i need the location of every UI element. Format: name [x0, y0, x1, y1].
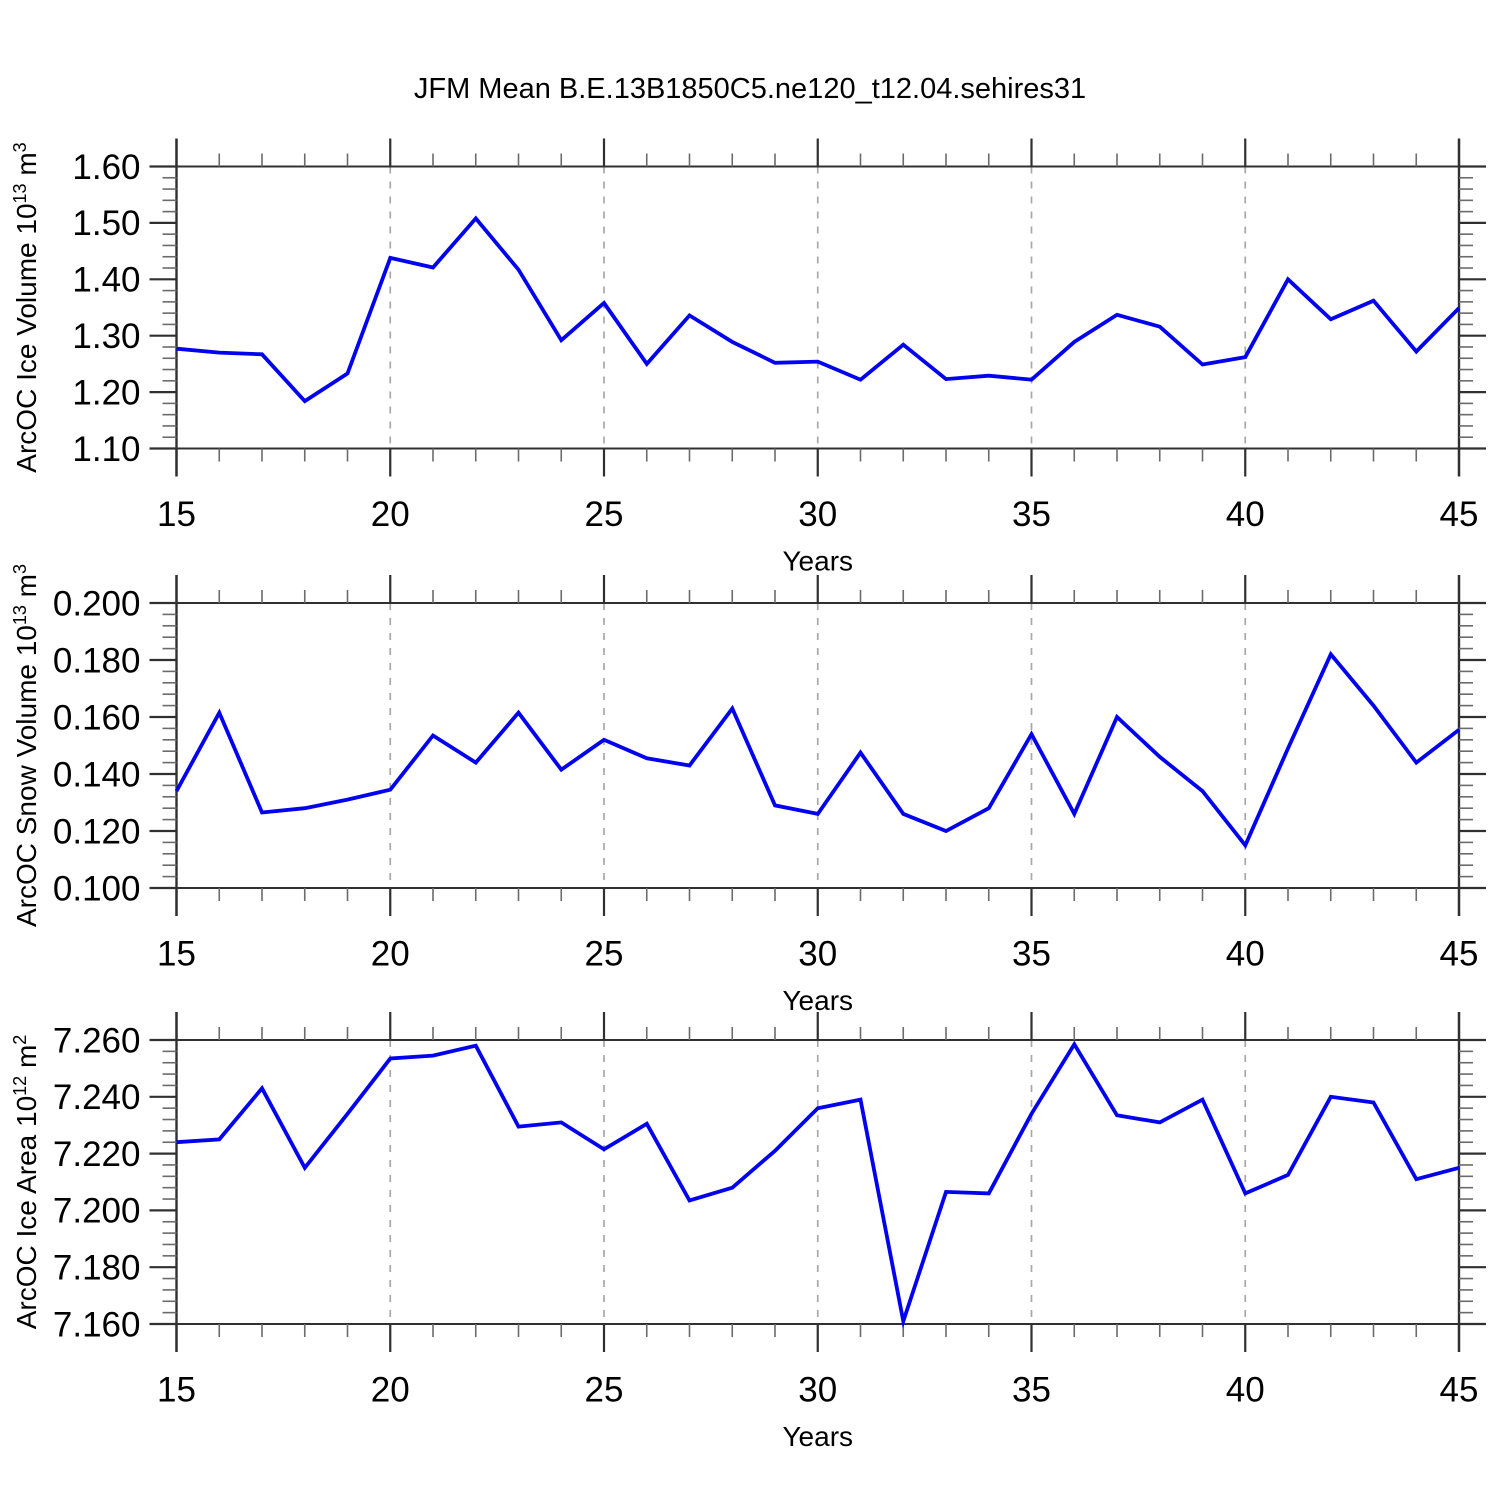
- x-axis-label: Years: [782, 1421, 853, 1452]
- y-tick-label: 1.50: [72, 204, 140, 243]
- y-tick-label: 7.160: [53, 1305, 141, 1344]
- series-line-ice-area: [176, 1040, 1460, 1329]
- x-tick-label: 45: [1440, 934, 1479, 973]
- y-tick-label: 7.240: [53, 1078, 141, 1117]
- x-tick-label: 30: [798, 495, 837, 534]
- x-tick-label: 20: [371, 934, 410, 973]
- y-tick-label: 7.220: [53, 1135, 141, 1174]
- x-tick-label: 25: [585, 934, 624, 973]
- y-axis-label: ArcOC Ice Volume 1013 m3: [10, 142, 42, 472]
- y-axis-label: ArcOC Snow Volume 1013 m3: [10, 564, 42, 927]
- y-tick-label: 1.60: [72, 148, 140, 187]
- x-tick-label: 40: [1226, 495, 1265, 534]
- x-tick-label: 15: [157, 1370, 196, 1409]
- series-line-snow-volume: [174, 650, 1461, 849]
- y-tick-label: 0.160: [53, 698, 141, 737]
- y-tick-label: 0.100: [53, 869, 141, 908]
- panel-snow-volume: 15 20 25 30 35 40 45 0.100 0.120 0.140 0.160 0.180 0…: [10, 564, 1486, 1016]
- x-tick-label: 25: [585, 1370, 624, 1409]
- x-tick-label: 35: [1012, 495, 1051, 534]
- x-tick-label: 15: [157, 934, 196, 973]
- x-tick-label: 40: [1226, 1370, 1265, 1409]
- y-tick-label: 1.10: [72, 430, 140, 469]
- x-tick-label: 20: [371, 495, 410, 534]
- series-line-ice-volume: [176, 215, 1461, 404]
- y-tick-label: 0.120: [53, 812, 141, 851]
- panel-ice-area: 15 20 25 30 35 40 45 7.160 7.180 7.200 7.220 7.240 7…: [10, 1012, 1486, 1452]
- y-tick-label: 7.260: [53, 1021, 141, 1060]
- x-tick-label: 30: [798, 1370, 837, 1409]
- panels-group: 15 20 25 30 35 40 45 1.10 1.20 1.30 1.40 1.50 1.60 Ye…: [10, 138, 1486, 1452]
- x-tick-label: 35: [1012, 934, 1051, 973]
- x-tick-label: 40: [1226, 934, 1265, 973]
- y-tick-label: 7.200: [53, 1192, 141, 1231]
- y-axis-label: ArcOC Ice Area 1012 m2: [10, 1035, 42, 1330]
- y-tick-label: 1.40: [72, 261, 140, 300]
- y-tick-label: 0.140: [53, 755, 141, 794]
- x-tick-label: 15: [157, 495, 196, 534]
- y-tick-label: 0.200: [53, 584, 141, 623]
- x-axis-label: Years: [782, 545, 853, 576]
- figure-title: JFM Mean B.E.13B1850C5.ne120_t12.04.sehi…: [414, 73, 1086, 105]
- x-tick-label: 30: [798, 934, 837, 973]
- x-tick-label: 20: [371, 1370, 410, 1409]
- x-tick-label: 45: [1440, 495, 1479, 534]
- x-tick-label: 35: [1012, 1370, 1051, 1409]
- panel-ice-volume: 15 20 25 30 35 40 45 1.10 1.20 1.30 1.40 1.50 1.60 Ye…: [10, 138, 1486, 576]
- x-tick-label: 25: [585, 495, 624, 534]
- y-tick-label: 1.30: [72, 317, 140, 356]
- x-tick-label: 45: [1440, 1370, 1479, 1409]
- x-axis-label: Years: [782, 985, 853, 1016]
- y-tick-label: 0.180: [53, 641, 141, 680]
- y-tick-label: 1.20: [72, 373, 140, 412]
- y-tick-label: 7.180: [53, 1248, 141, 1287]
